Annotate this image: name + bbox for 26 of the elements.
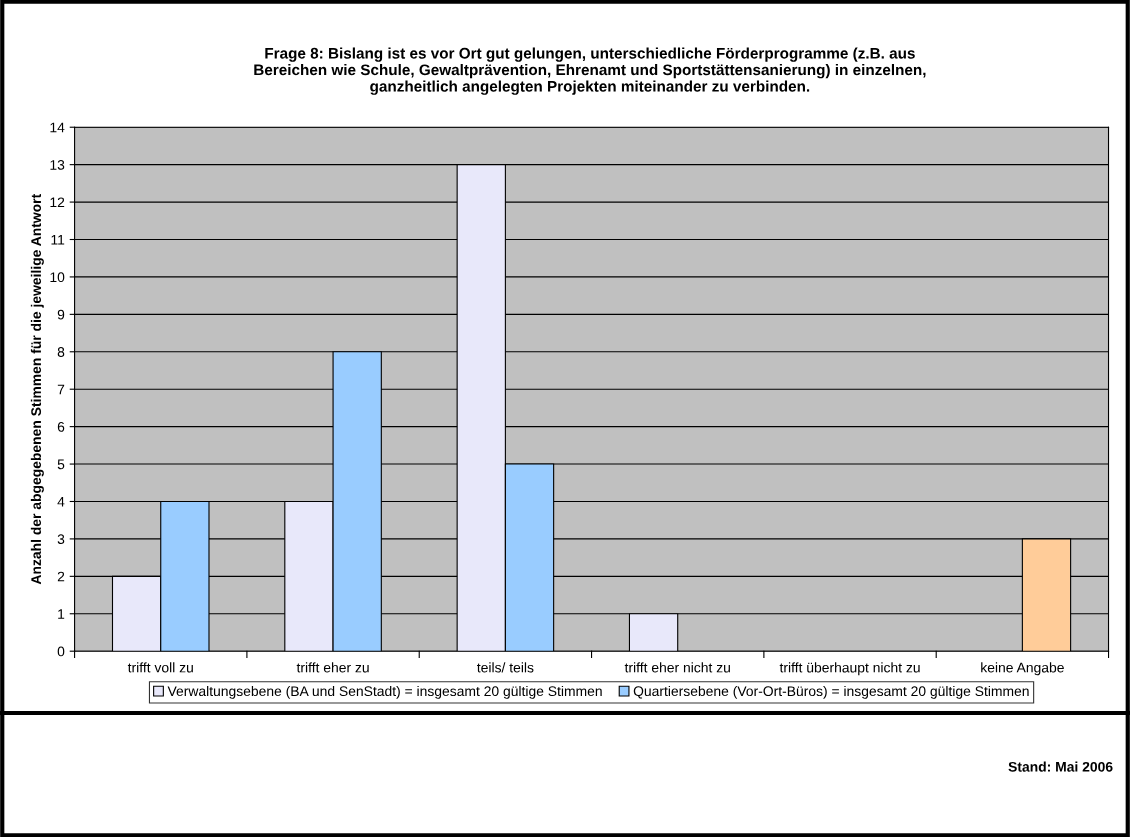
- x-tick-label: trifft eher zu: [296, 662, 369, 673]
- y-tick-label: 9: [57, 309, 65, 320]
- legend-label: Quartiersebene (Vor-Ort-Büros) = insgesamt 20 gültige Stimmen: [633, 685, 1029, 699]
- y-axis-title: Anzahl der abgegebenen Stimmen für die jeweilige Antwort: [30, 193, 44, 585]
- x-tick-label: trifft voll zu: [127, 662, 193, 673]
- text: Stand: Mai 2006: [1008, 761, 1113, 772]
- y-tick-label: 12: [50, 197, 65, 208]
- y-tick-label: 0: [57, 646, 65, 657]
- y-tick-label: 14: [50, 122, 65, 133]
- y-tick-label: 7: [57, 384, 65, 395]
- y-tick-label: 8: [57, 347, 65, 357]
- y-tick-label: 13: [50, 159, 65, 170]
- x-tick-label: trifft eher nicht zu: [624, 662, 730, 673]
- x-tick-label: trifft überhaupt nicht zu: [779, 662, 920, 676]
- x-tick-label: teils/ teils: [477, 662, 534, 673]
- chart-title: Frage 8: Bislang ist es vor Ort gut gelungen, unterschiedliche Förderprogramme (z.B. aus Bereichen wie Schule, Gewaltprävention, Ehrenamt und Sportstättensanierung) in einzelnen, ganzheitlich angelegten Projekten miteinander zu verbinden.: [254, 47, 926, 95]
- y-tick-label: 3: [57, 534, 65, 545]
- x-tick-label: keine Angabe: [981, 662, 1064, 676]
- y-tick-label: 6: [57, 421, 65, 432]
- y-tick-label: 2: [57, 571, 65, 582]
- legend-label: Verwaltungsebene (BA und SenStadt) = insgesamt 20 gültige Stimmen: [167, 685, 602, 699]
- y-tick-label: 11: [51, 234, 65, 245]
- y-tick-label: 5: [57, 459, 65, 470]
- y-tick-label: 1: [58, 609, 65, 619]
- y-tick-label: 4: [57, 496, 65, 507]
- y-tick-label: 10: [50, 272, 65, 283]
